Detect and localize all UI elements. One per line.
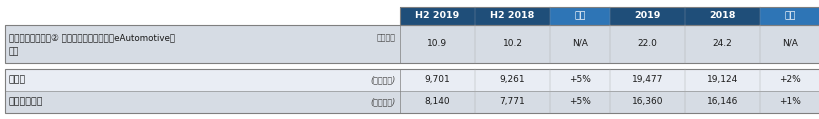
Bar [5,69,819,91]
Text: 8,140: 8,140 [424,97,450,106]
Text: 2019: 2019 [634,11,660,20]
Text: 16,360: 16,360 [631,97,663,106]
Bar [609,7,684,25]
Text: 更改: 更改 [573,11,585,20]
Bar [684,7,759,25]
Text: 19,477: 19,477 [631,75,663,84]
Text: (百万欧元): (百万欧元) [370,75,396,84]
Text: 10.2: 10.2 [502,39,522,48]
Text: 22.0: 22.0 [637,39,657,48]
Bar [5,25,819,62]
Text: （十亿欧: （十亿欧 [377,33,396,42]
Text: 7,771: 7,771 [499,97,525,106]
Bar [5,62,819,69]
Text: H2 2019: H2 2019 [415,11,459,20]
Text: H2 2018: H2 2018 [490,11,534,20]
Text: +1%: +1% [778,97,800,106]
Text: (百万欧元): (百万欧元) [370,97,396,106]
Text: 9,261: 9,261 [499,75,525,84]
Text: 营业额: 营业额 [9,75,26,84]
Bar [5,69,819,112]
Text: N/A: N/A [781,39,797,48]
Text: 2018: 2018 [708,11,735,20]
Bar [550,7,609,25]
Text: N/A: N/A [572,39,587,48]
Text: 16,146: 16,146 [706,97,737,106]
Text: 原始设备销售: 原始设备销售 [9,97,43,106]
Bar [400,7,474,25]
Bar [5,91,819,112]
Text: +5%: +5% [568,97,590,106]
Text: 元）: 元） [9,47,20,56]
Text: 19,124: 19,124 [706,75,737,84]
Text: 更改: 更改 [783,11,794,20]
Text: +2%: +2% [778,75,800,84]
Bar [5,25,819,62]
Text: +5%: +5% [568,75,590,84]
Bar [474,7,550,25]
Bar [759,7,819,25]
Bar [5,7,400,25]
Text: 法雷奥订单接收量② （不包括法雷奥西门子eAutomotive）: 法雷奥订单接收量② （不包括法雷奥西门子eAutomotive） [9,33,175,42]
Text: 24.2: 24.2 [712,39,731,48]
Text: 10.9: 10.9 [427,39,447,48]
Bar [400,7,819,25]
Text: 9,701: 9,701 [424,75,450,84]
